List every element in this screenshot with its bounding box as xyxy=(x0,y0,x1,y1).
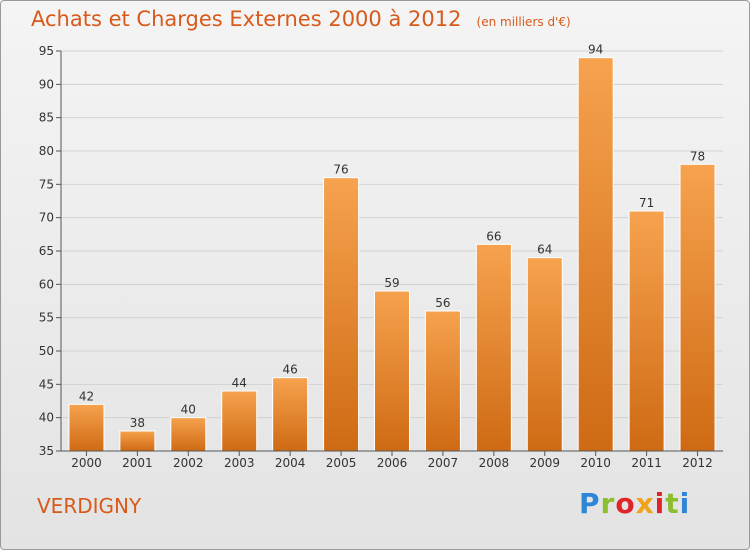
xtick-label-2003: 2003 xyxy=(224,456,255,470)
xtick-label-2002: 2002 xyxy=(173,456,204,470)
xtick-label-2011: 2011 xyxy=(631,456,662,470)
bar-2009 xyxy=(526,257,563,452)
data-label-2003: 44 xyxy=(232,376,247,390)
bar-2010 xyxy=(577,57,614,452)
data-label-2001: 38 xyxy=(130,416,145,430)
xtick-label-2001: 2001 xyxy=(122,456,153,470)
xtick-label-2010: 2010 xyxy=(580,456,611,470)
ytick-label: 70 xyxy=(39,211,54,225)
xtick-label-2012: 2012 xyxy=(682,456,713,470)
xtick-label-2000: 2000 xyxy=(71,456,102,470)
ytick-label: 35 xyxy=(39,444,54,458)
ytick-label: 90 xyxy=(39,77,54,91)
proxiti-logo: Proxiti xyxy=(579,487,691,520)
bar-2002 xyxy=(170,417,207,452)
data-label-2005: 76 xyxy=(333,163,348,177)
xtick-label-2005: 2005 xyxy=(326,456,357,470)
ytick-label: 60 xyxy=(39,277,54,291)
ytick-label: 50 xyxy=(39,344,54,358)
bar-2011 xyxy=(628,210,665,452)
bar-2008 xyxy=(475,243,512,452)
data-label-2012: 78 xyxy=(690,149,705,163)
bar-2003 xyxy=(221,390,258,452)
xtick-label-2006: 2006 xyxy=(377,456,408,470)
ytick-label: 95 xyxy=(39,44,54,58)
xtick-label-2007: 2007 xyxy=(428,456,459,470)
data-label-2002: 40 xyxy=(181,403,196,417)
data-label-2010: 94 xyxy=(588,43,603,57)
chart-title: Achats et Charges Externes 2000 à 2012 xyxy=(31,7,462,31)
data-label-2008: 66 xyxy=(486,229,501,243)
data-label-2006: 59 xyxy=(384,276,399,290)
chart-unit: (en milliers d'€) xyxy=(476,15,571,29)
title-row: Achats et Charges Externes 2000 à 2012 (… xyxy=(31,7,571,31)
data-label-2004: 46 xyxy=(283,363,298,377)
data-label-2009: 64 xyxy=(537,243,552,257)
ytick-label: 55 xyxy=(39,311,54,325)
bar-2005 xyxy=(323,177,360,452)
ytick-label: 80 xyxy=(39,144,54,158)
bar-2001 xyxy=(119,430,156,452)
ytick-label: 40 xyxy=(39,411,54,425)
commune-name: VERDIGNY xyxy=(37,494,142,518)
data-label-2007: 56 xyxy=(435,296,450,310)
ytick-label: 65 xyxy=(39,244,54,258)
bar-2000 xyxy=(68,403,105,452)
xtick-label-2008: 2008 xyxy=(479,456,510,470)
bar-2004 xyxy=(272,377,309,452)
bar-2012 xyxy=(679,163,716,452)
data-label-2000: 42 xyxy=(79,389,94,403)
ytick-label: 85 xyxy=(39,111,54,125)
xtick-label-2009: 2009 xyxy=(529,456,560,470)
ytick-label: 75 xyxy=(39,177,54,191)
bar-2007 xyxy=(424,310,461,452)
data-label-2011: 71 xyxy=(639,196,654,210)
ytick-label: 45 xyxy=(39,377,54,391)
xtick-label-2004: 2004 xyxy=(275,456,306,470)
bar-2006 xyxy=(374,290,410,452)
